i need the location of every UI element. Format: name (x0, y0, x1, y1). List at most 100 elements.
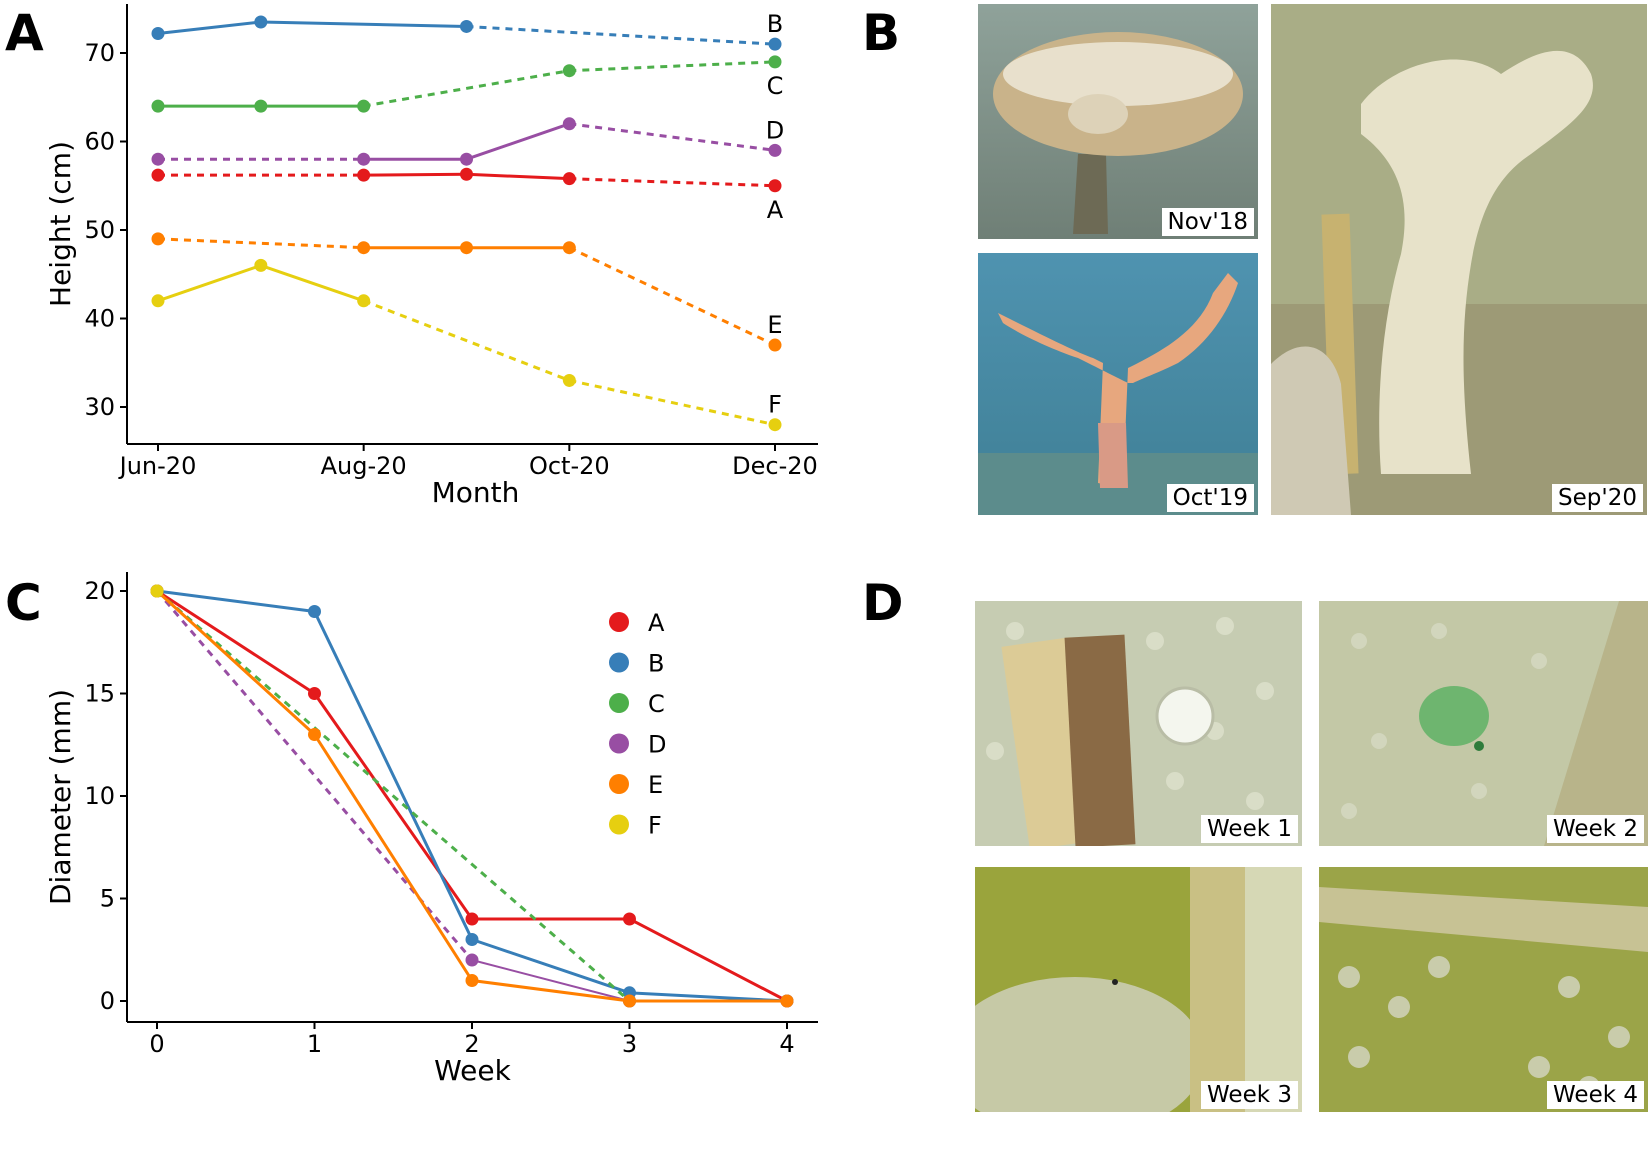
data-point-F (150, 584, 164, 598)
legend-label-B: B (648, 650, 664, 678)
y-tick-label: 5 (100, 885, 115, 913)
series-segment-B (466, 24, 776, 46)
photo-label: Sep'20 (1552, 484, 1643, 512)
photo-oct19: Oct'19 (978, 253, 1258, 515)
data-point-A (562, 172, 576, 186)
y-tick-label: 30 (84, 393, 115, 421)
series-end-label-B: B (767, 10, 783, 38)
series-segment-A (156, 589, 316, 695)
data-point-F (562, 373, 576, 387)
data-point-F (768, 418, 782, 432)
data-point-C (768, 55, 782, 69)
series-segment-F (363, 299, 570, 382)
legend-label-E: E (648, 771, 663, 799)
data-point-C (562, 64, 576, 78)
data-point-E (465, 974, 479, 987)
data-point-D (465, 953, 479, 967)
series-segment-C (569, 60, 776, 73)
series-segment-D (471, 959, 630, 1002)
data-point-E (357, 241, 371, 255)
x-tick-label: 4 (779, 1030, 794, 1058)
data-point-D (768, 143, 782, 157)
panel-letter-b: B (862, 4, 901, 62)
legend-label-D: D (648, 731, 666, 759)
data-point-E (562, 241, 576, 255)
legend-label-C: C (648, 690, 665, 718)
data-point-B (460, 19, 473, 33)
series-segment-C (363, 69, 570, 108)
photo-label: Week 4 (1547, 1081, 1644, 1109)
sponge-ruler-photo-icon (1271, 4, 1647, 515)
x-tick-label: 1 (307, 1030, 322, 1058)
data-point-F (151, 294, 165, 308)
data-point-B (308, 605, 321, 618)
legend-marker-F (609, 814, 629, 835)
legend-marker-B (609, 652, 629, 673)
legend-marker-D (609, 733, 629, 754)
series-end-label-C: C (767, 72, 784, 100)
data-point-A (623, 912, 636, 926)
data-point-D (357, 152, 371, 166)
photo-week4: Week 4 (1319, 867, 1648, 1112)
x-tick-label: Aug-20 (321, 452, 407, 480)
y-tick-label: 15 (84, 680, 115, 708)
photo-label: Week 2 (1547, 815, 1644, 843)
x-tick-label: Dec-20 (732, 452, 818, 480)
data-point-D (460, 152, 473, 166)
data-point-C (151, 99, 165, 113)
y-axis-label: Height (cm) (44, 141, 77, 307)
data-point-A (768, 179, 782, 193)
panel-letter-d: D (862, 574, 904, 632)
panel-letter-a: A (5, 4, 44, 62)
series-end-label-D: D (766, 116, 784, 144)
series-segment-D (569, 122, 776, 152)
series-end-label-A: A (767, 196, 784, 224)
series-end-label-E: E (767, 311, 782, 339)
y-tick-label: 20 (84, 577, 115, 605)
sponge-hole-photo-icon (1319, 867, 1648, 1112)
y-tick-label: 50 (84, 216, 115, 244)
height-line-chart: 30 40 50 60 70 Jun-20 Aug-20 Oct-20 Dec-20 Month H… (44, 4, 818, 509)
data-point-A (465, 912, 479, 926)
data-point-D (562, 117, 576, 131)
data-point-A (151, 168, 165, 182)
data-point-B (254, 15, 268, 29)
sponge-branch-photo-icon (978, 253, 1258, 515)
series-segment-E (471, 979, 630, 1003)
data-point-B (151, 27, 165, 41)
x-tick-label: 3 (622, 1030, 637, 1058)
sponge-hole-photo-icon (975, 867, 1302, 1112)
series-segment-A (569, 177, 776, 188)
series-segment-E (313, 733, 474, 982)
series-segment-B (313, 610, 474, 941)
x-axis-label: Month (432, 476, 520, 509)
photo-week2: Week 2 (1319, 601, 1648, 846)
y-tick-label: 70 (84, 39, 115, 67)
legend-label-F: F (648, 812, 662, 840)
series-segment-B (157, 20, 262, 36)
photo-label: Nov'18 (1161, 208, 1254, 236)
data-point-C (254, 99, 268, 113)
data-point-B (465, 933, 479, 946)
sponge-hole-photo-icon (1319, 601, 1648, 846)
series-segment-A (363, 172, 467, 177)
data-point-E (308, 728, 321, 741)
legend-marker-A (609, 612, 629, 632)
data-point-E (623, 994, 636, 1008)
data-point-A (308, 687, 321, 700)
photo-week3: Week 3 (975, 867, 1302, 1112)
series-segment-D (466, 122, 570, 161)
series-segment-B (471, 938, 630, 995)
series-segment-E (568, 246, 776, 347)
data-point-A (460, 167, 473, 181)
y-tick-label: 60 (84, 128, 115, 156)
photo-nov18: Nov'18 (978, 4, 1258, 239)
data-point-D (151, 152, 165, 166)
data-point-E (460, 241, 473, 255)
sponge-cup-photo-icon (978, 4, 1258, 239)
data-point-A (357, 168, 371, 182)
series-segment-A (628, 917, 788, 1003)
data-point-C (357, 99, 371, 113)
series-segment-B (260, 20, 467, 28)
series-segment-A (313, 692, 474, 920)
